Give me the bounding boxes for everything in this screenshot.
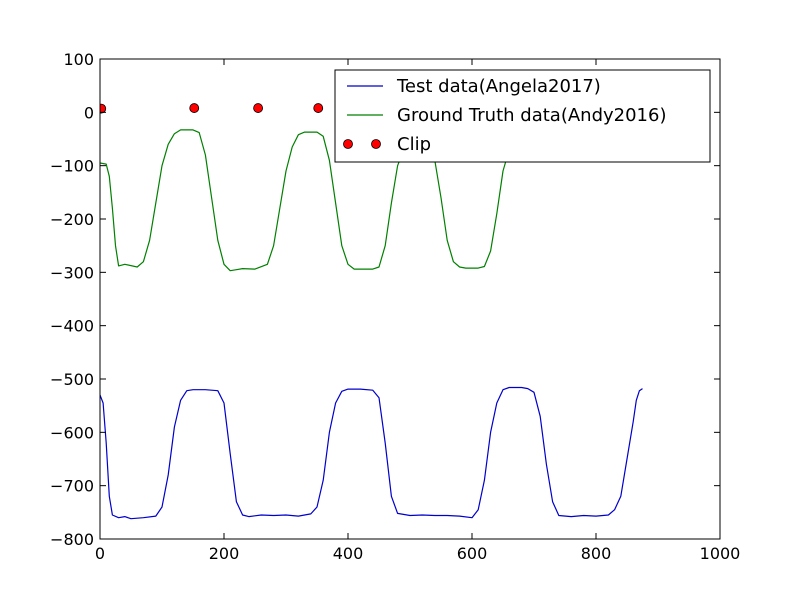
y-tick-label: −800 (50, 530, 94, 549)
legend-label-test-data: Test data(Angela2017) (396, 76, 601, 97)
x-tick-label: 800 (581, 544, 612, 563)
y-tick-label: −200 (50, 210, 94, 229)
y-tick-label: −600 (50, 423, 94, 442)
legend-label-clip: Clip (397, 134, 431, 155)
legend-marker-clip-2 (371, 139, 381, 149)
y-tick-label: 100 (63, 50, 94, 69)
x-tick-label: 1000 (700, 544, 741, 563)
clip-marker (100, 103, 107, 114)
plot-frame (99, 58, 721, 540)
clip-marker (253, 103, 264, 113)
y-tick-label: −400 (50, 317, 94, 336)
series-layer (100, 103, 643, 520)
x-tick-label: 400 (333, 544, 364, 563)
clip-marker (313, 103, 324, 113)
tick-layer: 0 200 400 600 800 10001000−100−200−300−400−50… (50, 50, 740, 563)
y-tick-label: −300 (50, 263, 94, 282)
x-tick-label: 0 (95, 544, 105, 563)
y-tick-label: −500 (50, 370, 94, 389)
x-tick-label: 600 (457, 544, 488, 563)
legend-marker-clip-1 (343, 139, 353, 149)
legend-box (334, 69, 711, 163)
series-line-test-data-angela2017 (100, 386, 643, 520)
clip-marker (189, 103, 200, 113)
y-tick-label: −700 (50, 477, 94, 496)
legend: Test data(Angela2017) Ground Truth data(… (334, 69, 711, 163)
y-tick-label: 0 (84, 103, 94, 122)
x-tick-label: 200 (209, 544, 240, 563)
y-tick-label: −100 (50, 157, 94, 176)
legend-label-ground-truth: Ground Truth data(Andy2016) (397, 105, 666, 126)
series-line-ground-truth-data-andy2016 (100, 129, 516, 272)
